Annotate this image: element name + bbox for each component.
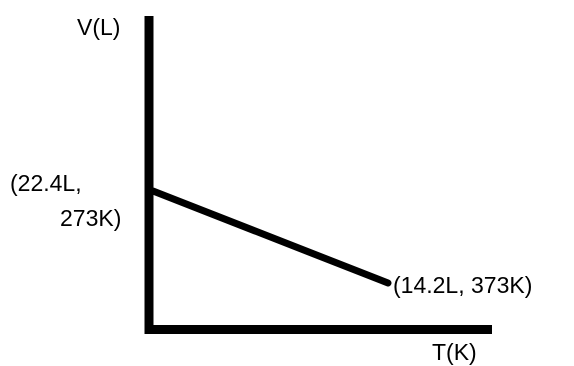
- series-line: [149, 187, 392, 287]
- start-point-label-line1: (22.4L,: [10, 170, 82, 196]
- x-axis-label: T(K): [432, 339, 477, 365]
- end-point-label: (14.2L, 373K): [393, 272, 532, 298]
- y-axis-label: V(L): [77, 14, 120, 40]
- start-point-label-line2: 273K): [60, 205, 121, 231]
